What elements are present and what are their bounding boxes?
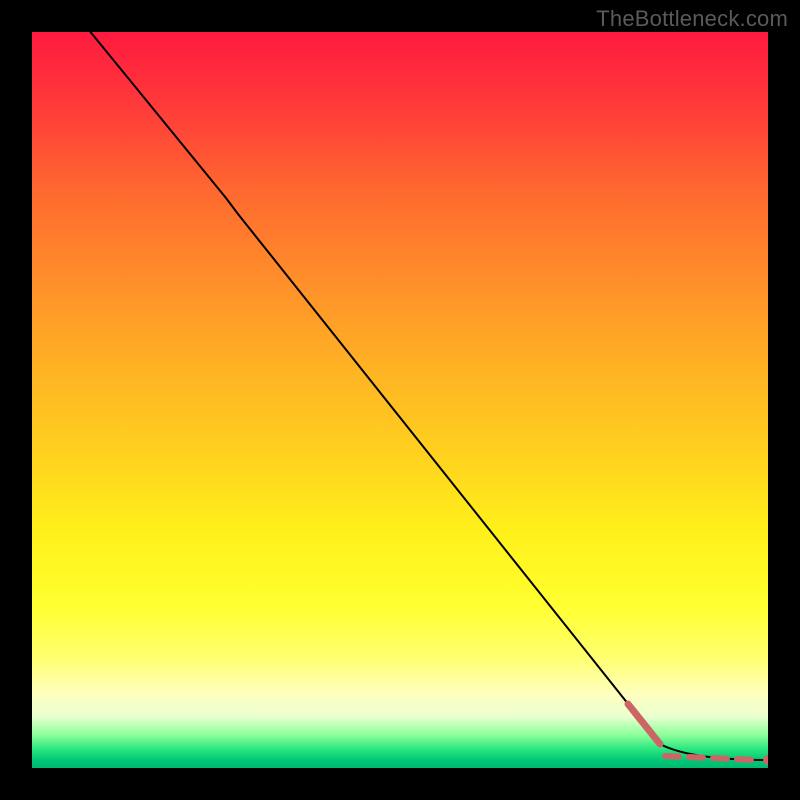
watermark-text: TheBottleneck.com [596,6,788,32]
chart-stage: TheBottleneck.com [0,0,800,800]
plot-area [32,32,768,768]
bottleneck-chart [0,0,800,800]
curve-tail-dashed [665,756,758,760]
